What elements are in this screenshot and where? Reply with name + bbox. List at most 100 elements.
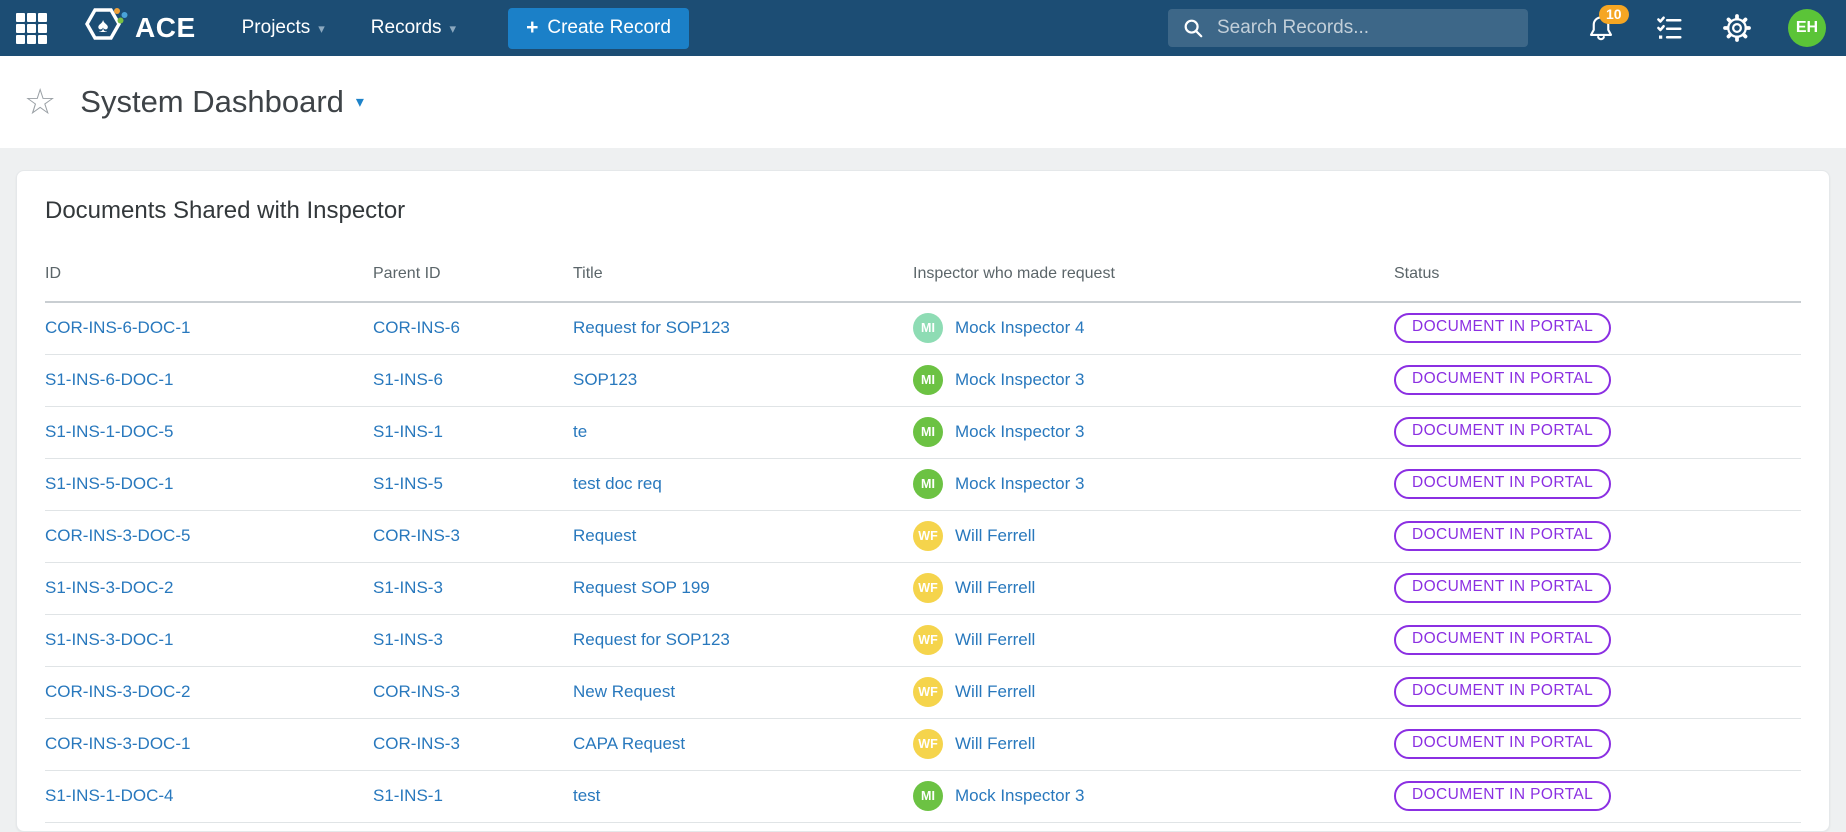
favorite-star-icon[interactable]: ☆ xyxy=(24,81,57,122)
status-badge: DOCUMENT IN PORTAL xyxy=(1394,469,1612,499)
inspector-cell: WF Will Ferrell xyxy=(913,521,1394,551)
parent-id-link[interactable]: S1-INS-1 xyxy=(373,786,443,805)
inspector-avatar: MI xyxy=(913,417,943,447)
inspector-name-link[interactable]: Will Ferrell xyxy=(955,526,1036,545)
column-header-inspector[interactable]: Inspector who made request xyxy=(913,257,1394,303)
status-badge: DOCUMENT IN PORTAL xyxy=(1394,521,1612,551)
document-title-link[interactable]: test doc req xyxy=(573,474,662,493)
chevron-down-icon: ▾ xyxy=(449,21,457,36)
inspector-avatar: MI xyxy=(913,313,943,344)
document-title-link[interactable]: Request for SOP123 xyxy=(573,318,730,338)
parent-id-link[interactable]: COR-INS-3 xyxy=(373,526,460,545)
inspector-name-link[interactable]: Mock Inspector 3 xyxy=(955,422,1085,441)
inspector-name-link[interactable]: Mock Inspector 3 xyxy=(955,474,1085,493)
status-badge: DOCUMENT IN PORTAL xyxy=(1394,365,1612,395)
task-list-icon[interactable] xyxy=(1654,13,1684,43)
column-header-id[interactable]: ID xyxy=(45,257,373,303)
inspector-avatar: MI xyxy=(913,781,943,811)
table-row: S1-INS-6-DOC-1 S1-INS-6 SOP123 MI Mock I… xyxy=(45,354,1801,407)
parent-id-link[interactable]: COR-INS-3 xyxy=(373,682,460,701)
table-row: COR-INS-3-DOC-2 COR-INS-3 New Request WF… xyxy=(45,666,1801,719)
document-title-link[interactable]: test xyxy=(573,786,601,805)
record-id-link[interactable]: S1-INS-6-DOC-1 xyxy=(45,370,174,389)
user-avatar[interactable]: EH xyxy=(1788,9,1826,47)
create-record-button[interactable]: + Create Record xyxy=(508,7,689,49)
documents-table: ID Parent ID Title Inspector who made re… xyxy=(45,257,1801,823)
record-id-link[interactable]: COR-INS-3-DOC-1 xyxy=(45,734,191,753)
inspector-avatar: MI xyxy=(913,469,943,499)
document-title-link[interactable]: Request SOP 199 xyxy=(573,578,710,597)
document-title-link[interactable]: Request for SOP123 xyxy=(573,630,730,649)
inspector-name-link[interactable]: Will Ferrell xyxy=(955,578,1036,597)
inspector-cell: WF Will Ferrell xyxy=(913,573,1394,603)
table-body: COR-INS-6-DOC-1 COR-INS-6 Request for SO… xyxy=(45,302,1801,823)
document-title-link[interactable]: Request xyxy=(573,526,637,545)
record-id-link[interactable]: S1-INS-1-DOC-5 xyxy=(45,422,174,441)
inspector-name-link[interactable]: Mock Inspector 3 xyxy=(955,370,1085,389)
inspector-avatar: WF xyxy=(913,625,943,655)
nav-menu-records[interactable]: Records ▾ xyxy=(371,17,456,39)
table-row: COR-INS-3-DOC-1 COR-INS-3 CAPA Request W… xyxy=(45,718,1801,771)
search-box[interactable] xyxy=(1168,9,1528,47)
parent-id-link[interactable]: S1-INS-3 xyxy=(373,630,443,649)
inspector-cell: MI Mock Inspector 3 xyxy=(913,417,1394,447)
status-badge: DOCUMENT IN PORTAL xyxy=(1394,625,1612,655)
notification-count-badge: 10 xyxy=(1599,5,1629,24)
inspector-cell: WF Will Ferrell xyxy=(913,729,1394,759)
table-header-row: ID Parent ID Title Inspector who made re… xyxy=(45,257,1801,303)
inspector-name-link[interactable]: Mock Inspector 3 xyxy=(955,786,1085,805)
document-title-link[interactable]: SOP123 xyxy=(573,370,638,389)
status-badge: DOCUMENT IN PORTAL xyxy=(1394,729,1612,759)
inspector-avatar: WF xyxy=(913,677,943,707)
nav-menu-records-label: Records xyxy=(370,17,442,38)
inspector-name-link[interactable]: Will Ferrell xyxy=(955,630,1036,649)
search-icon xyxy=(1182,17,1204,39)
dashboard-dropdown-caret-icon[interactable]: ▾ xyxy=(355,94,364,111)
record-id-link[interactable]: S1-INS-1-DOC-4 xyxy=(45,786,174,805)
notifications-bell-icon[interactable]: 10 xyxy=(1586,5,1629,43)
brand-name: ACE xyxy=(135,12,196,43)
record-id-link[interactable]: S1-INS-5-DOC-1 xyxy=(45,474,174,493)
inspector-avatar: WF xyxy=(913,521,943,551)
parent-id-link[interactable]: S1-INS-1 xyxy=(373,422,443,441)
column-header-status[interactable]: Status xyxy=(1394,257,1801,303)
column-header-title[interactable]: Title xyxy=(573,257,913,303)
ace-logo-icon: ♠ xyxy=(83,5,129,52)
parent-id-link[interactable]: S1-INS-6 xyxy=(373,370,443,389)
apps-grid-icon[interactable] xyxy=(16,12,47,44)
plus-icon: + xyxy=(526,16,539,39)
chevron-down-icon: ▾ xyxy=(318,21,325,36)
settings-gear-icon[interactable] xyxy=(1722,13,1752,43)
svg-text:♠: ♠ xyxy=(98,15,109,37)
record-id-link[interactable]: S1-INS-3-DOC-1 xyxy=(45,630,174,649)
create-record-label: Create Record xyxy=(547,16,671,38)
record-id-link[interactable]: COR-INS-3-DOC-2 xyxy=(45,682,191,701)
search-input[interactable] xyxy=(1217,17,1514,39)
inspector-cell: MI Mock Inspector 4 xyxy=(913,313,1394,344)
record-id-link[interactable]: S1-INS-3-DOC-2 xyxy=(45,578,174,597)
document-title-link[interactable]: New Request xyxy=(573,682,676,701)
inspector-cell: MI Mock Inspector 3 xyxy=(913,781,1394,811)
inspector-name-link[interactable]: Will Ferrell xyxy=(955,682,1036,701)
document-title-link[interactable]: CAPA Request xyxy=(573,734,686,753)
navbar-right-group: 10 xyxy=(1586,5,1826,47)
nav-menu-projects[interactable]: Projects ▾ xyxy=(242,17,325,39)
parent-id-link[interactable]: S1-INS-3 xyxy=(373,578,443,597)
record-id-link[interactable]: COR-INS-6-DOC-1 xyxy=(45,318,191,338)
parent-id-link[interactable]: S1-INS-5 xyxy=(373,474,443,493)
document-title-link[interactable]: te xyxy=(573,422,588,441)
dashboard-page: Documents Shared with Inspector ID Paren… xyxy=(0,148,1846,832)
status-badge: DOCUMENT IN PORTAL xyxy=(1394,417,1612,447)
page-title: System Dashboard xyxy=(80,84,344,119)
inspector-name-link[interactable]: Will Ferrell xyxy=(955,734,1036,753)
nav-menu-projects-label: Projects xyxy=(241,17,311,38)
panel-title: Documents Shared with Inspector xyxy=(45,197,406,224)
inspector-avatar: WF xyxy=(913,573,943,603)
inspector-name-link[interactable]: Mock Inspector 4 xyxy=(955,318,1085,338)
record-id-link[interactable]: COR-INS-3-DOC-5 xyxy=(45,526,191,545)
parent-id-link[interactable]: COR-INS-6 xyxy=(373,318,460,338)
ace-logo[interactable]: ♠ ACE xyxy=(83,5,196,52)
table-row: S1-INS-3-DOC-2 S1-INS-3 Request SOP 199 … xyxy=(45,562,1801,615)
parent-id-link[interactable]: COR-INS-3 xyxy=(373,734,460,753)
column-header-parent-id[interactable]: Parent ID xyxy=(373,257,573,303)
